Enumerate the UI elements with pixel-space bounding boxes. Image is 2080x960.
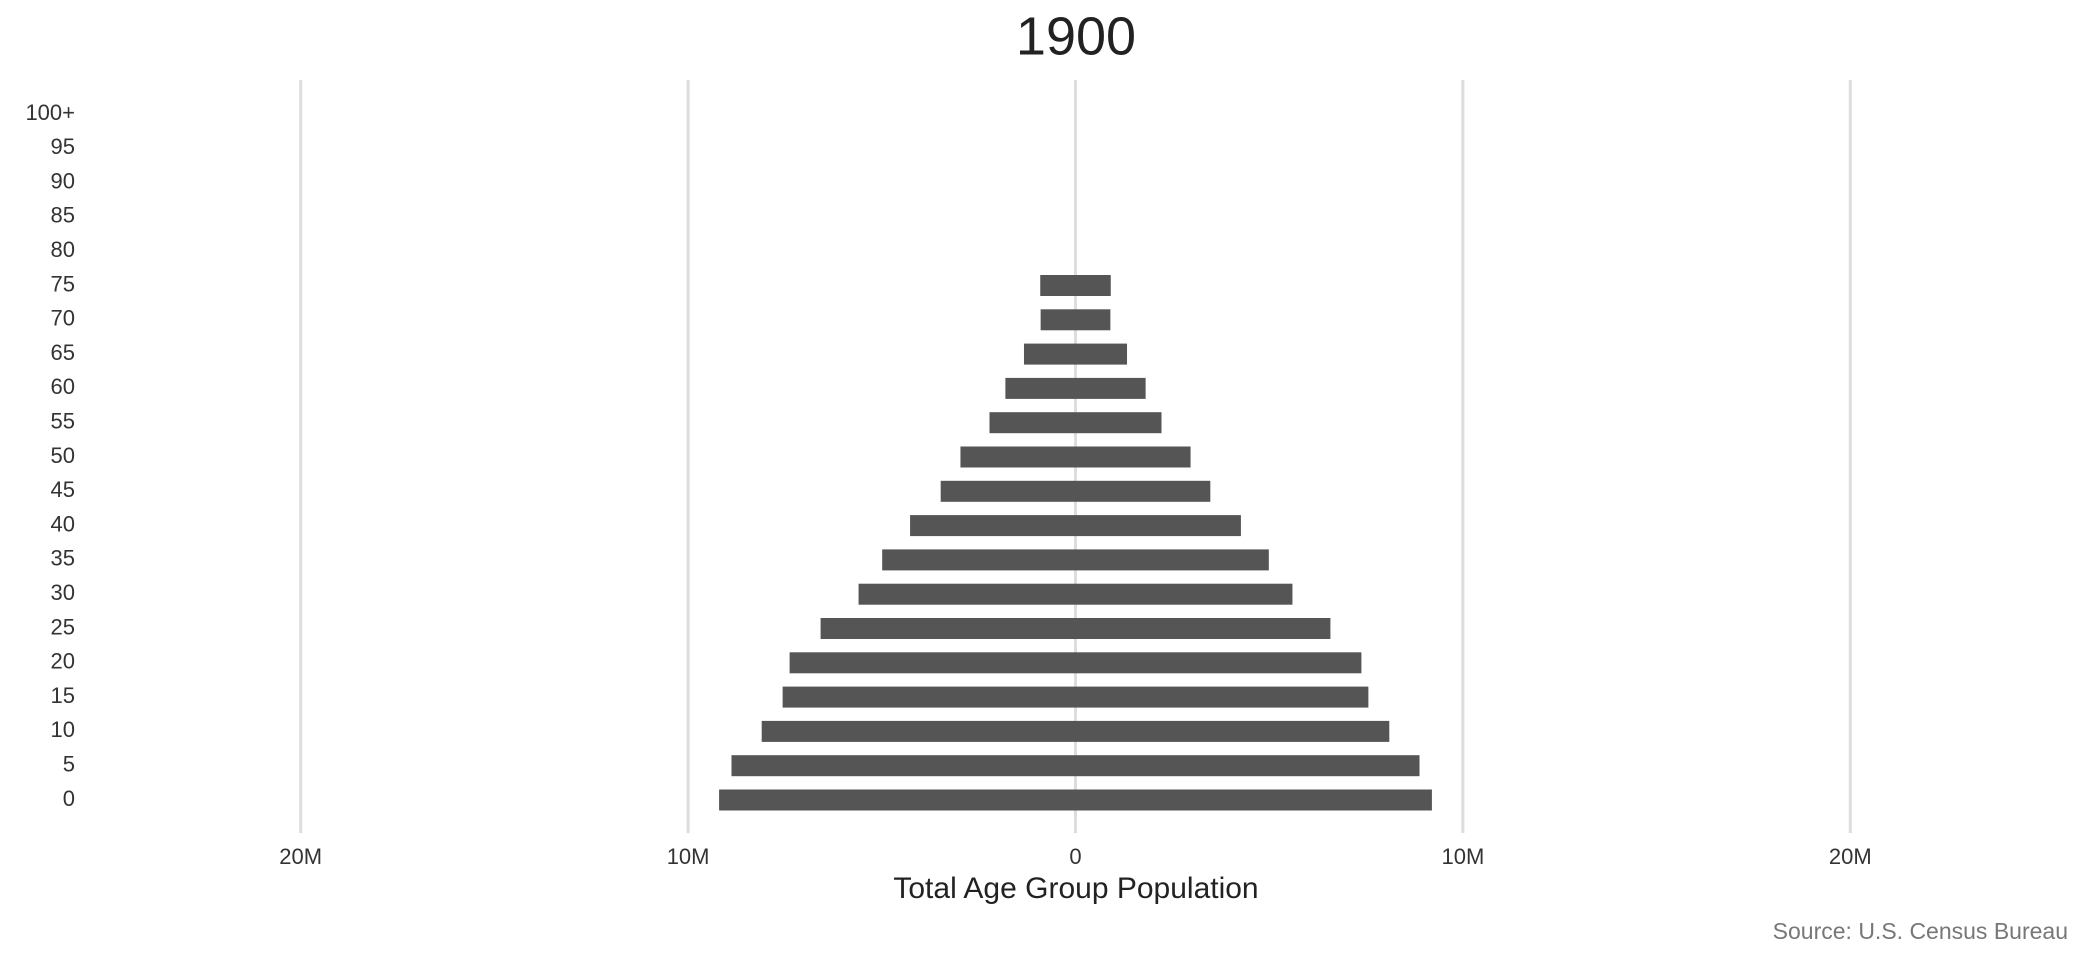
y-tick-label: 65 (51, 340, 75, 365)
y-tick-label: 30 (51, 580, 75, 605)
x-tick-label: 10M (1442, 844, 1485, 869)
y-tick-label: 10 (51, 717, 75, 742)
chart-title: 1900 (1016, 6, 1136, 66)
x-tick-label: 20M (1829, 844, 1872, 869)
bar (1040, 275, 1111, 296)
bar (882, 549, 1269, 571)
bar (761, 720, 1390, 742)
y-tick-label: 75 (51, 271, 75, 296)
x-tick-label: 0 (1069, 844, 1081, 869)
y-tick-label: 80 (51, 237, 75, 262)
y-tick-label: 25 (51, 614, 75, 639)
y-tick-label: 5 (63, 752, 75, 777)
bar (1023, 343, 1128, 365)
bar (719, 789, 1432, 811)
bar (731, 755, 1420, 777)
y-tick-label: 40 (51, 511, 75, 536)
y-tick-label: 45 (51, 477, 75, 502)
bar (960, 446, 1191, 468)
x-tick-label: 10M (667, 844, 710, 869)
y-tick-label: 60 (51, 374, 75, 399)
y-tick-label: 95 (51, 134, 75, 159)
y-tick-label: 55 (51, 409, 75, 434)
y-tick-label: 15 (51, 683, 75, 708)
y-tick-label: 0 (63, 786, 75, 811)
bar (1040, 309, 1111, 331)
y-tick-label: 35 (51, 546, 75, 571)
y-tick-label: 20 (51, 649, 75, 674)
bar (858, 583, 1293, 605)
bar (782, 686, 1369, 708)
bar (989, 412, 1162, 434)
y-tick-label: 50 (51, 443, 75, 468)
x-axis-label: Total Age Group Population (893, 872, 1258, 905)
x-tick-label: 20M (279, 844, 322, 869)
bar (1005, 377, 1146, 399)
y-tick-label: 70 (51, 306, 75, 331)
bar (940, 480, 1211, 502)
y-tick-label: 85 (51, 203, 75, 228)
y-tick-label: 90 (51, 168, 75, 193)
source-note: Source: U.S. Census Bureau (1773, 918, 2068, 944)
bar (789, 652, 1362, 674)
y-tick-label: 100+ (25, 100, 75, 125)
bar (910, 515, 1241, 537)
bar (820, 618, 1331, 639)
